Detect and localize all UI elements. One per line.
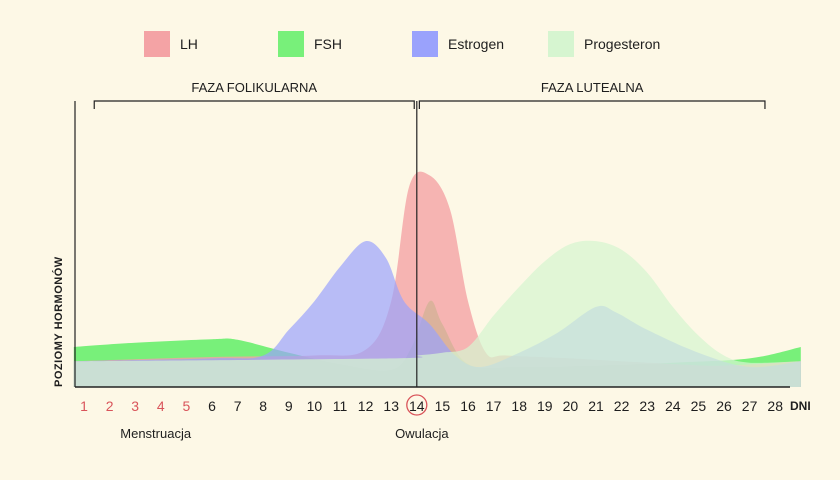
x-tick-3: 3 — [131, 398, 139, 414]
legend-swatch-progesteron — [548, 31, 574, 57]
x-tick-14: 14 — [409, 398, 425, 414]
area-progesteron — [73, 240, 801, 387]
x-tick-24: 24 — [665, 398, 681, 414]
x-tick-17: 17 — [486, 398, 502, 414]
legend-label-fsh: FSH — [314, 36, 342, 52]
x-tick-21: 21 — [588, 398, 604, 414]
phase-label-2: FAZA LUTEALNA — [541, 80, 644, 95]
annotations: Menstruacja Owulacja — [120, 426, 449, 441]
x-tick-27: 27 — [742, 398, 758, 414]
x-tick-16: 16 — [460, 398, 476, 414]
phase-bracket-1 — [93, 100, 415, 109]
phase-brackets: FAZA FOLIKULARNA FAZA LUTEALNA — [93, 80, 766, 109]
x-tick-26: 26 — [716, 398, 732, 414]
x-tick-labels: 1 2 3 4 5 6 7 8 9 10 11 12 13 14 15 16 17 18 19 20 21 22 23 24 2… — [80, 394, 811, 416]
x-tick-13: 13 — [383, 398, 399, 414]
annotation-1: Menstruacja — [120, 426, 192, 441]
annotation-2: Owulacja — [395, 426, 449, 441]
x-tick-19: 19 — [537, 398, 553, 414]
x-tick-5: 5 — [183, 398, 191, 414]
x-tick-1: 1 — [80, 398, 88, 414]
series-areas — [73, 171, 801, 387]
phase-label-1: FAZA FOLIKULARNA — [191, 80, 317, 95]
x-tick-8: 8 — [259, 398, 267, 414]
legend-label-progesteron: Progesteron — [584, 36, 660, 52]
x-tick-6: 6 — [208, 398, 216, 414]
ovulation-day-circle — [406, 394, 428, 416]
x-tick-11: 11 — [333, 398, 348, 414]
legend-swatch-estrogen — [412, 31, 438, 57]
legend-swatch-lh — [144, 31, 170, 57]
x-tick-4: 4 — [157, 398, 165, 414]
y-axis-label: POZIOMY HORMONÓW — [52, 256, 65, 387]
x-tick-25: 25 — [691, 398, 707, 414]
x-tick-15: 15 — [435, 398, 451, 414]
x-axis-label: DNI — [790, 399, 811, 413]
x-tick-2: 2 — [106, 398, 114, 414]
legend-label-estrogen: Estrogen — [448, 36, 504, 52]
x-tick-20: 20 — [563, 398, 579, 414]
x-tick-10: 10 — [307, 398, 323, 414]
x-tick-9: 9 — [285, 398, 293, 414]
x-tick-22: 22 — [614, 398, 630, 414]
legend-label-lh: LH — [180, 36, 198, 52]
axes: POZIOMY HORMONÓW — [52, 101, 790, 388]
phase-bracket-2 — [418, 100, 766, 109]
x-tick-7: 7 — [234, 398, 242, 414]
area-lh — [73, 171, 801, 387]
x-tick-18: 18 — [511, 398, 527, 414]
legend-swatch-fsh — [278, 31, 304, 57]
x-tick-23: 23 — [639, 398, 655, 414]
x-tick-28: 28 — [767, 398, 783, 414]
x-tick-12: 12 — [358, 398, 374, 414]
legend: LH FSH Estrogen Progesteron — [144, 31, 660, 57]
